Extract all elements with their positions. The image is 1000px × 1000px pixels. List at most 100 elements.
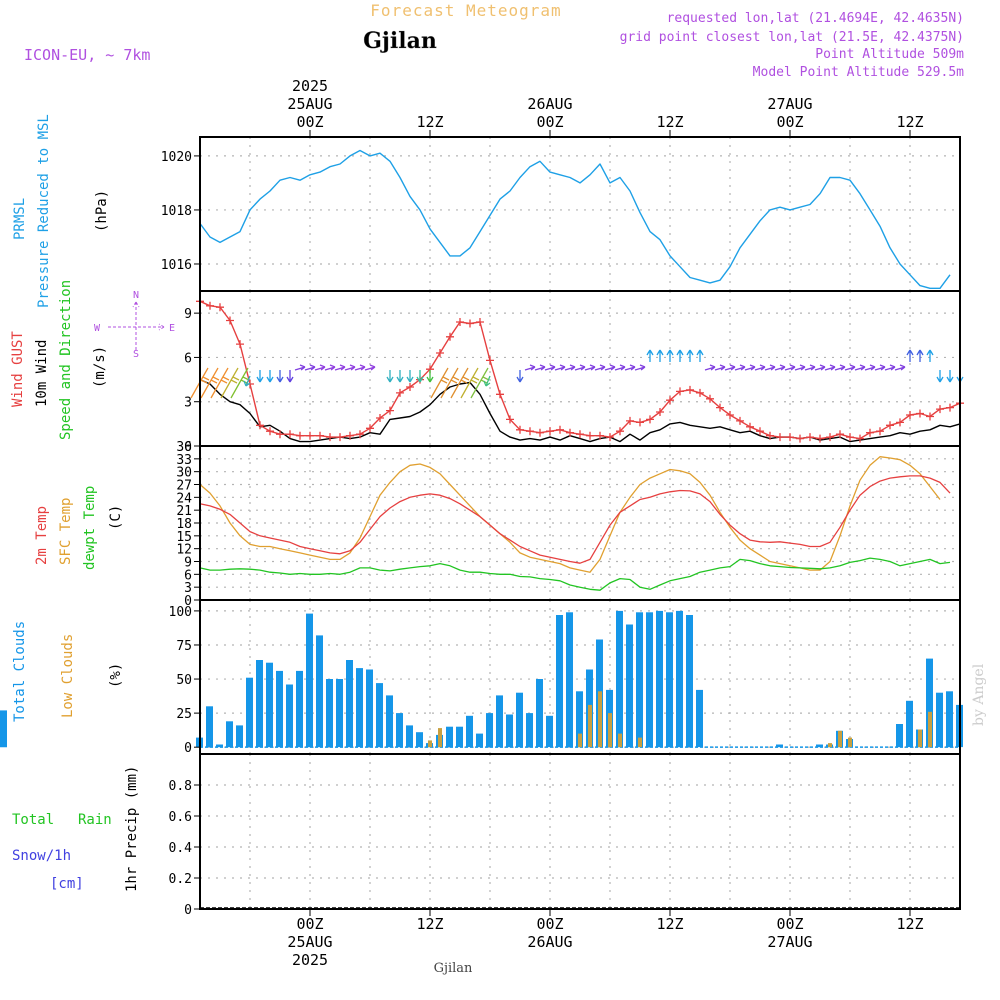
wind-unit: (m/s) xyxy=(92,346,108,388)
ytick-label: 0 xyxy=(184,594,192,609)
top-time-label: 2025 xyxy=(292,77,328,95)
total-cloud-bar xyxy=(486,713,493,748)
gust-point xyxy=(396,388,404,397)
gust-point xyxy=(346,431,354,440)
gust-point xyxy=(666,396,674,405)
gust-point xyxy=(816,434,824,443)
axes: 1016101810200369036912151821242730333602… xyxy=(161,77,924,969)
gust-point xyxy=(716,403,724,412)
total-cloud-bar xyxy=(936,692,943,748)
low-cloud-bar xyxy=(428,740,432,748)
forecast-title: Forecast Meteogram xyxy=(370,1,561,20)
top-time-label: 27AUG xyxy=(767,95,812,113)
gust-point xyxy=(886,421,894,430)
gridlines xyxy=(200,137,960,909)
wind-barb xyxy=(686,349,694,362)
wind-barb xyxy=(450,367,470,399)
gust-point xyxy=(926,412,934,421)
wind-barb xyxy=(230,367,250,399)
total-cloud-bar xyxy=(396,713,403,748)
ytick-label: 3 xyxy=(184,581,192,596)
wind-labels: Wind GUST 10m Wind Speed and Direction (… xyxy=(10,280,175,440)
total-cloud-bar xyxy=(376,683,383,748)
gust-point xyxy=(316,431,324,440)
total-cloud-bar xyxy=(346,660,353,748)
ytick-label: 21 xyxy=(176,504,192,519)
gust-point xyxy=(766,431,774,440)
total-cloud-bar xyxy=(686,615,693,748)
wind-barb xyxy=(774,364,786,371)
total-cloud-bar xyxy=(626,624,633,748)
gust-point xyxy=(896,418,904,427)
gust-label: Wind GUST xyxy=(10,331,26,407)
gust-point xyxy=(456,318,464,326)
wind-barb xyxy=(564,364,576,371)
ytick-label: 1016 xyxy=(161,258,192,273)
top-time-label: 00Z xyxy=(536,113,563,131)
top-time-label: 12Z xyxy=(416,113,443,131)
total-cloud-bar xyxy=(446,726,453,748)
dewpt-line xyxy=(199,557,951,591)
wind-barb xyxy=(946,370,954,383)
wind-barb xyxy=(824,364,836,371)
wind-barb xyxy=(190,367,210,399)
wind-barb xyxy=(524,364,536,371)
total-cloud-bar xyxy=(416,732,423,748)
wind-barb xyxy=(304,364,316,371)
bottom-time-label: 00Z xyxy=(536,915,563,933)
total-cloud-bar xyxy=(906,700,913,748)
wind-barb xyxy=(396,370,404,383)
total-cloud-bar xyxy=(556,615,563,748)
panel-frame-precip xyxy=(199,753,961,910)
gust-point xyxy=(296,431,304,440)
total-cloud-bar xyxy=(546,715,553,748)
total-cloud-bar xyxy=(266,662,273,748)
wind-barb xyxy=(894,364,906,371)
wind-barb xyxy=(744,364,756,371)
total-cloud-bar xyxy=(816,744,823,748)
gust-point xyxy=(506,415,514,424)
low-cloud-bar xyxy=(608,713,612,748)
ytick-label: 15 xyxy=(176,530,192,545)
gust-point xyxy=(526,427,534,436)
gust-point xyxy=(356,430,364,439)
total-cloud-bar xyxy=(636,612,643,748)
total-cloud-bar xyxy=(776,744,783,748)
gust-point xyxy=(726,411,734,419)
total-cloud-bar xyxy=(216,744,223,748)
wind-barb xyxy=(794,364,806,371)
ytick-label: 0.2 xyxy=(169,872,192,887)
top-time-label: 12Z xyxy=(656,113,683,131)
top-time-label: 00Z xyxy=(296,113,323,131)
wind-barb xyxy=(666,349,674,362)
total-cloud-bar xyxy=(696,689,703,748)
total-cloud-bar xyxy=(366,669,373,748)
total-cloud-bar xyxy=(666,612,673,748)
point-altitude: Point Altitude 509m xyxy=(815,47,964,62)
wind-barb xyxy=(584,364,596,371)
gust-point xyxy=(616,427,624,436)
bottom-time-label: 12Z xyxy=(656,915,683,933)
wind-barb xyxy=(243,375,251,387)
ytick-label: 75 xyxy=(176,639,192,654)
wind-barb xyxy=(386,370,394,383)
ytick-label: 9 xyxy=(184,307,192,322)
pressure-line xyxy=(199,149,951,289)
ytick-label: 0.4 xyxy=(169,841,193,856)
gust-point xyxy=(626,416,634,425)
t2m-label: 2m Temp xyxy=(34,506,50,565)
gust-point xyxy=(466,319,474,328)
ytick-label: 12 xyxy=(176,543,192,558)
wind-barb xyxy=(854,364,866,371)
wind-barb xyxy=(926,349,934,362)
gust-point xyxy=(366,424,374,433)
total-cloud-bar xyxy=(256,660,263,748)
low-cloud-bar xyxy=(598,691,602,748)
bottom-time-label: 25AUG xyxy=(287,933,332,951)
gust-point xyxy=(446,332,454,341)
wind-barb xyxy=(754,364,766,371)
total-cloud-bar xyxy=(616,610,623,748)
gust-point xyxy=(916,409,924,418)
wind-barb xyxy=(906,349,914,362)
wind-barb xyxy=(714,364,726,371)
